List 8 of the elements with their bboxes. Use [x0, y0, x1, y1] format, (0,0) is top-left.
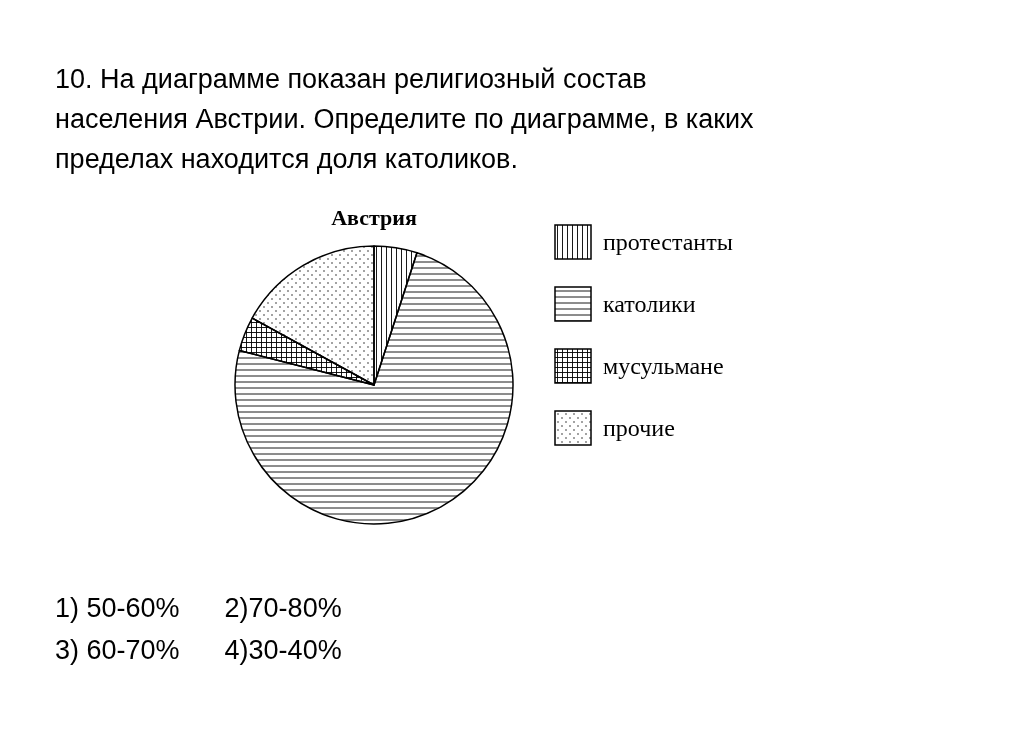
legend-label: католики [603, 291, 696, 317]
legend-label: протестанты [603, 229, 733, 255]
text: 3) 60-70% 4)30-40% [55, 635, 342, 665]
text: 1) 50-60% 2)70-80% [55, 593, 342, 623]
legend-label: прочие [603, 415, 675, 441]
text: 10. На диаграмме показан религиозный состав населения Австрии. Определите по диаграмме, в каких пределах находится доля католиков. [55, 64, 755, 174]
legend-label: мусульмане [603, 353, 724, 379]
chart-title: Австрия [331, 205, 417, 230]
